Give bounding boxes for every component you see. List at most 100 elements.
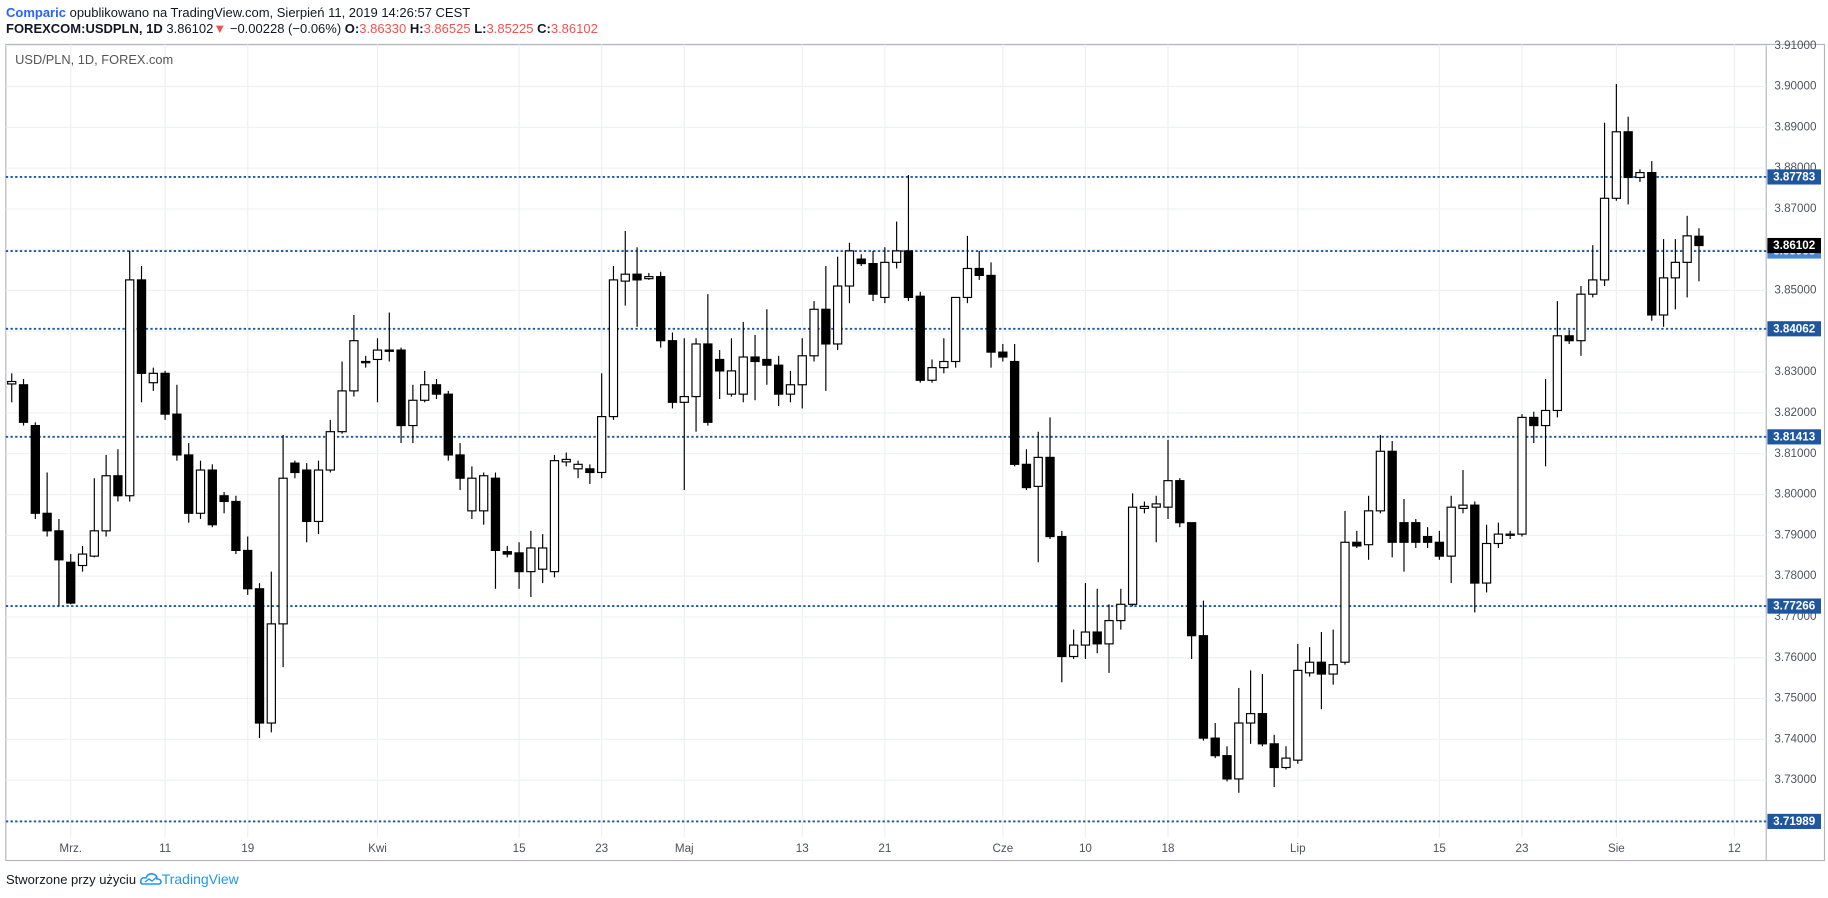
candle-body (219, 495, 229, 503)
candle-body (1682, 235, 1692, 263)
candle-body (207, 469, 217, 526)
candle-body (1057, 535, 1067, 658)
y-tick-label: 3.80000 (1774, 488, 1817, 501)
candle-body (891, 250, 902, 263)
candle-body (1033, 456, 1043, 487)
x-tick-label: Lip (1290, 842, 1306, 855)
candle-body (962, 267, 973, 299)
level-label-box (1767, 598, 1822, 614)
candle-body (1163, 480, 1173, 508)
candle-body (903, 250, 914, 299)
candle-body (632, 273, 642, 281)
candle-body (585, 468, 595, 474)
candle-body (420, 384, 430, 401)
x-tick-label: 23 (1515, 842, 1528, 855)
candle-body (172, 413, 182, 456)
x-tick-label: Maj (675, 842, 694, 855)
candle-body (1363, 510, 1374, 546)
candle-body (1245, 713, 1256, 724)
footer-text: Stworzone przy użyciu (6, 872, 137, 887)
candle-body (113, 475, 123, 497)
candle-body (101, 475, 111, 532)
candle-body (408, 399, 418, 427)
candle-body (950, 296, 961, 363)
candle-body (361, 360, 371, 364)
candle-body (443, 393, 453, 456)
candle-body (1198, 635, 1209, 739)
level-label: 3.81413 (1773, 431, 1816, 444)
candle-body (1175, 480, 1185, 524)
ohlc-value: 3.86525 (423, 21, 471, 36)
candle-body (915, 295, 925, 381)
candle-body (738, 356, 748, 395)
candle-body (1068, 644, 1079, 658)
candle-body (396, 349, 406, 427)
candle-body (703, 343, 713, 423)
candle-body (1257, 713, 1268, 745)
candle-body (337, 390, 347, 433)
candle-body (313, 469, 324, 523)
x-tick-label: Cze (992, 842, 1013, 855)
candle-body (1186, 522, 1197, 637)
x-tick-label: 23 (595, 842, 608, 855)
candle-body (856, 258, 866, 265)
level-label: 3.84062 (1773, 322, 1816, 335)
x-tick-label: 13 (796, 842, 809, 855)
candle-body (1352, 541, 1362, 547)
candle-body (455, 454, 465, 479)
candle-body (538, 547, 548, 570)
ohlc-label: C: (537, 21, 551, 36)
level-label-box (1767, 813, 1822, 829)
candle-body (1635, 172, 1645, 179)
candle-body (1694, 235, 1704, 247)
candle-body (844, 250, 855, 287)
candle-body (1104, 620, 1114, 645)
candle-body (998, 351, 1008, 358)
footer-brand[interactable]: TradingView (161, 871, 239, 887)
level-label-box (1767, 321, 1822, 337)
candle-body (561, 458, 571, 463)
candle-body (514, 552, 524, 573)
candle-body (691, 343, 701, 398)
y-tick-label: 3.79000 (1774, 528, 1817, 541)
y-tick-label: 3.73000 (1774, 773, 1817, 786)
candle-body (148, 372, 158, 384)
candle-body (384, 349, 394, 352)
candle-body (1670, 261, 1681, 279)
candle-body (1588, 279, 1598, 295)
candle-body (974, 267, 984, 276)
chart-title: USD/PLN, 1D, FOREX.com (15, 52, 173, 67)
level-label-box (1767, 169, 1822, 185)
candle-body (1505, 533, 1515, 536)
candle-body (986, 274, 996, 353)
candle-body (868, 262, 878, 295)
candle-body (1116, 603, 1126, 622)
y-tick-label: 3.90000 (1774, 80, 1817, 93)
candle-body (1328, 664, 1338, 675)
candle-body (1552, 335, 1563, 412)
candle-body (1375, 450, 1386, 512)
candle-body (1540, 409, 1551, 427)
candle-body (1422, 535, 1433, 543)
change-arrow: ▼ (213, 21, 227, 36)
x-tick-label: 11 (159, 842, 171, 855)
footer: Stworzone przy użyciu TradingView (6, 871, 239, 887)
last-price-label: 3.86102 (1773, 239, 1816, 252)
candle-body (30, 424, 40, 514)
author[interactable]: Comparic (6, 5, 66, 20)
ohlc-value: 3.86330 (359, 21, 407, 36)
y-tick-label: 3.82000 (1774, 406, 1817, 419)
x-tick-label: Mrz. (59, 842, 82, 855)
candle-body (1021, 463, 1032, 489)
candle-body (254, 588, 265, 724)
candle-body (785, 384, 796, 395)
candle-body (762, 358, 772, 366)
symbol: FOREXCOM:USDPLN, 1D (6, 21, 163, 36)
candle-body (1316, 661, 1327, 675)
candle-body (89, 530, 99, 557)
candle-body (349, 340, 359, 392)
candle-body (479, 475, 489, 512)
candle-body (1234, 722, 1244, 780)
